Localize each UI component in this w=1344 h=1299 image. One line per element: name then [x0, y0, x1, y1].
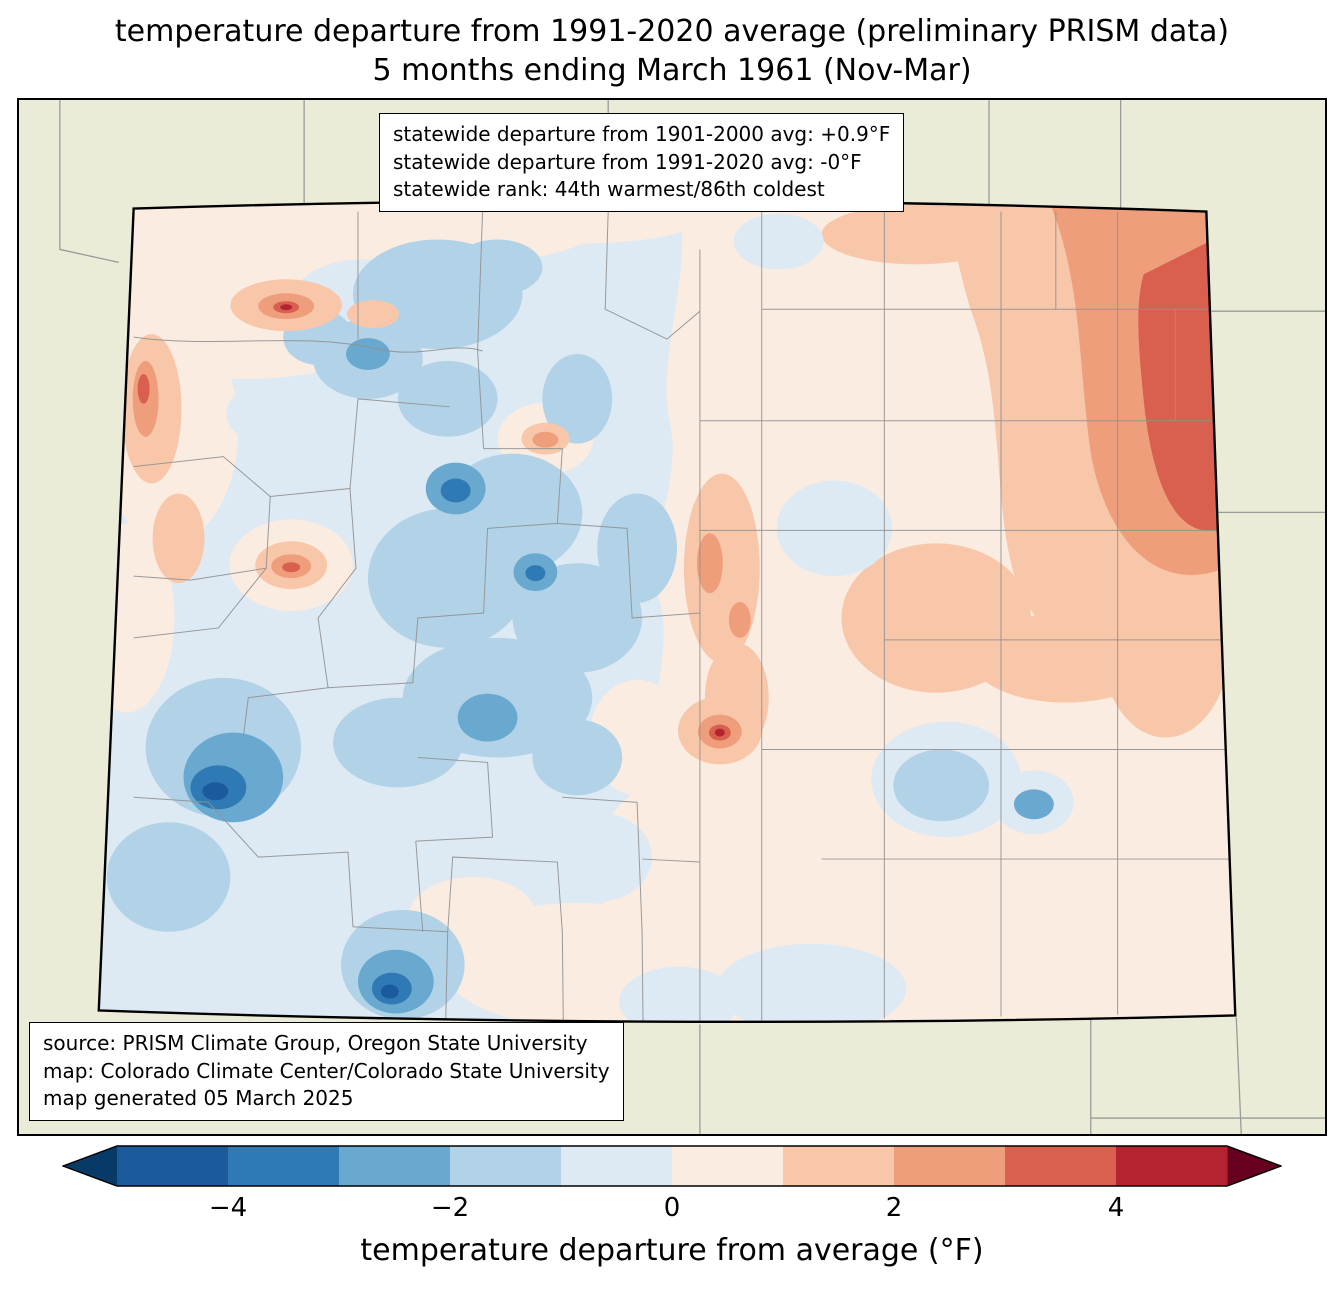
colorbar-segment	[117, 1146, 229, 1186]
colorbar-wrap: −4 −2 0 2 4 temperature departure from avera…	[60, 1145, 1284, 1268]
colorbar-segment	[894, 1146, 1006, 1186]
warm-spots-2-3	[132, 293, 751, 749]
stats-box: statewide departure from 1901-2000 avg: …	[379, 113, 905, 212]
stat-line-1991-2020: statewide departure from 1991-2020 avg: …	[393, 149, 862, 174]
colorbar-segment	[1005, 1146, 1117, 1186]
colorado-map	[59, 100, 1325, 1134]
title-line-1: temperature departure from 1991-2020 ave…	[114, 14, 1230, 49]
generated-date-line: map generated 05 March 2025	[43, 1086, 354, 1111]
source-box: source: PRISM Climate Group, Oregon Stat…	[29, 1022, 624, 1121]
temperature-colorbar	[60, 1145, 1284, 1187]
colorbar-segment	[1116, 1146, 1228, 1186]
title-line-2: 5 months ending March 1961 (Nov-Mar)	[372, 53, 972, 88]
colorbar-segment	[783, 1146, 895, 1186]
stat-line-1901-2000: statewide departure from 1901-2000 avg: …	[393, 122, 891, 146]
warm-spots-4-5	[280, 304, 725, 737]
colorbar-tick-label: −4	[208, 1193, 248, 1223]
colorbar-segment	[672, 1146, 784, 1186]
colorbar-outline	[60, 1145, 1284, 1187]
warm-level-3-4	[1138, 239, 1224, 531]
colorbar-ticks: −4 −2 0 2 4	[62, 1187, 1282, 1231]
stat-line-rank: statewide rank: 44th warmest/86th coldes…	[393, 177, 825, 202]
colorbar-over-arrow	[1227, 1146, 1281, 1186]
colorbar-tick-label: 2	[885, 1193, 903, 1223]
colorbar-segment	[561, 1146, 673, 1186]
cool-level-4-5	[202, 782, 399, 999]
colorbar-tick-label: 4	[1107, 1193, 1125, 1223]
colorbar-segment	[228, 1146, 340, 1186]
colorbar-tick-label: 0	[663, 1193, 681, 1223]
source-line: source: PRISM Climate Group, Oregon Stat…	[43, 1031, 588, 1056]
county-boundaries	[133, 207, 1236, 1022]
map-frame: statewide departure from 1901-2000 avg: …	[17, 98, 1327, 1136]
figure-title: temperature departure from 1991-2020 ave…	[0, 12, 1344, 90]
temperature-field	[98, 200, 1236, 1022]
colorbar-under-arrow	[63, 1146, 117, 1186]
colorbar-axis-label: temperature departure from average (°F)	[360, 1233, 984, 1268]
colorbar-segment	[339, 1146, 451, 1186]
map-credit-line: map: Colorado Climate Center/Colorado St…	[43, 1058, 610, 1083]
colorbar-segment	[450, 1146, 562, 1186]
colorbar-tick-label: −2	[430, 1193, 470, 1223]
colorbar-svg	[60, 1145, 1284, 1187]
